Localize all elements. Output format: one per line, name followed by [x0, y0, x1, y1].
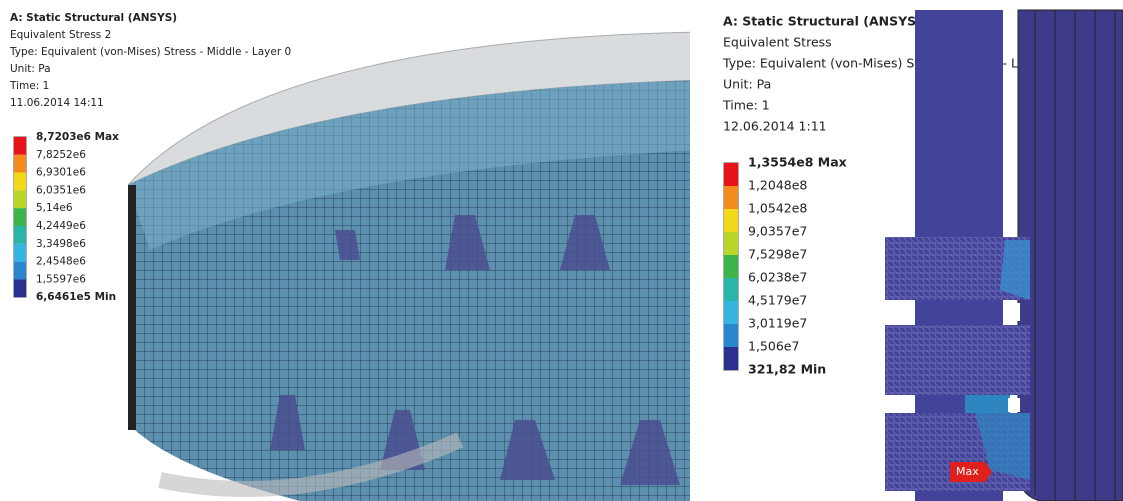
legend-label: 3,0119e7: [748, 316, 807, 331]
legend-label: 4,2449e6: [36, 220, 86, 232]
legend-label: 1,506e7: [748, 339, 799, 354]
header-line: Unit: Pa: [10, 63, 51, 75]
tank-model: [128, 32, 700, 501]
header-line: Type: Equivalent (von-Mises) Stress - Mi…: [722, 56, 1058, 71]
legend-label: 5,14e6: [36, 202, 73, 214]
legend-swatch: [724, 163, 738, 186]
legend-label: 3,3498e6: [36, 238, 86, 250]
legend-swatch: [724, 232, 738, 255]
header-line: Equivalent Stress 2: [10, 29, 111, 41]
legend-swatch: [14, 155, 26, 173]
header-line: Unit: Pa: [723, 77, 771, 92]
legend-swatch: [724, 347, 738, 370]
legend-swatch: [724, 209, 738, 232]
shell: [1018, 10, 1123, 501]
legend-swatch: [724, 255, 738, 278]
header-line: Time: 1: [9, 80, 49, 92]
header-line: 11.06.2014 14:11: [10, 97, 104, 109]
legend-label: 321,82 Min: [748, 362, 826, 377]
legend-label: 2,4548e6: [36, 256, 86, 268]
hot-spot: [1000, 240, 1030, 300]
legend-swatch: [14, 279, 26, 297]
plate-mesh: [885, 325, 1030, 395]
legend-label: 4,5179e7: [748, 293, 807, 308]
header-line: A: Static Structural (ANSYS): [723, 14, 922, 29]
legend-swatch: [724, 278, 738, 301]
legend-swatch: [14, 173, 26, 191]
header-line: 12.06.2014 1:11: [723, 119, 827, 134]
legend-label: 1,2048e8: [748, 178, 807, 193]
legend-label: 1,0542e8: [748, 201, 807, 216]
header-line: Time: 1: [722, 98, 770, 113]
legend-swatch: [724, 324, 738, 347]
max-label: Max: [956, 465, 979, 478]
legend-swatch: [14, 244, 26, 262]
legend-label: 9,0357e7: [748, 224, 807, 239]
legend-swatch: [14, 208, 26, 226]
legend-label: 7,8252e6: [36, 149, 86, 161]
joint-model: Max: [885, 10, 1123, 501]
legend-swatch: [724, 186, 738, 209]
right-legend: A: Static Structural (ANSYS) Equivalent S…: [722, 14, 1058, 377]
legend-label: 8,7203e6 Max: [36, 131, 119, 143]
legend-swatch: [14, 262, 26, 280]
header-line: Type: Equivalent (von-Mises) Stress - Mi…: [9, 46, 291, 58]
legend-swatch: [14, 190, 26, 208]
hot-spot: [965, 395, 1010, 413]
tank-edge: [128, 185, 136, 430]
legend-swatch: [14, 226, 26, 244]
legend-label: 1,5597e6: [36, 273, 86, 285]
legend-label: 7,5298e7: [748, 247, 807, 262]
legend-swatch: [724, 301, 738, 324]
gap: [1008, 303, 1020, 321]
header-line: A: Static Structural (ANSYS): [10, 12, 177, 24]
screenshot: A: Static Structural (ANSYS) Equivalent S…: [0, 0, 1123, 501]
legend-label: 6,6461e5 Min: [36, 291, 116, 303]
legend-label: 6,0238e7: [748, 270, 807, 285]
gap: [1008, 398, 1020, 412]
legend-label: 1,3554e8 Max: [748, 155, 847, 170]
legend-label: 6,9301e6: [36, 167, 86, 179]
legend-label: 6,0351e6: [36, 184, 86, 196]
legend-swatch: [14, 137, 26, 155]
header-line: Equivalent Stress: [723, 35, 832, 50]
